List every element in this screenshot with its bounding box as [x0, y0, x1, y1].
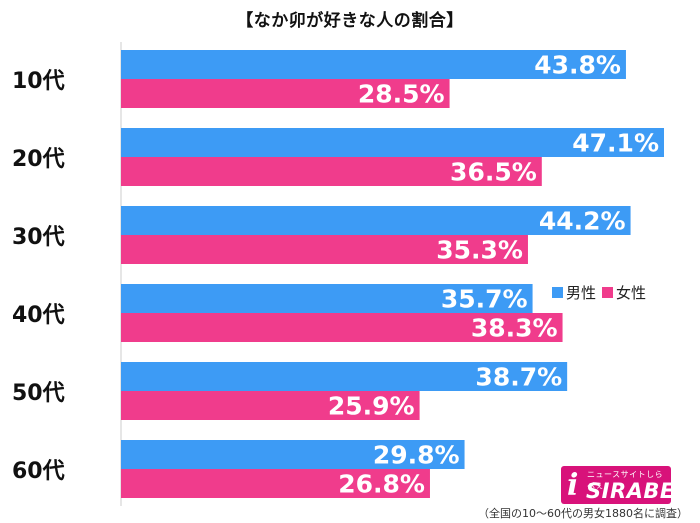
- category-label: 60代: [12, 459, 65, 484]
- bar-male: [121, 362, 568, 391]
- category-label: 50代: [12, 381, 65, 406]
- legend-swatch-male: [552, 287, 563, 298]
- bar-female: [121, 79, 450, 108]
- value-label-male: 44.2%: [539, 207, 626, 236]
- value-label-male: 47.1%: [572, 129, 659, 158]
- value-label-male: 38.7%: [475, 363, 562, 392]
- category-label: 40代: [12, 303, 65, 328]
- chart-title: 【なか卯が好きな人の割合】: [236, 11, 464, 31]
- survey-footnote: （全国の10〜60代の男女1880名に調査）: [478, 507, 688, 520]
- value-label-male: 43.8%: [534, 51, 621, 80]
- category-label: 10代: [12, 69, 65, 94]
- value-label-female: 25.9%: [328, 392, 415, 421]
- value-label-male: 35.7%: [441, 285, 528, 314]
- legend-label-female: 女性: [616, 284, 647, 302]
- bar-female: [121, 235, 528, 264]
- bar-female: [121, 157, 542, 186]
- bar-male: [121, 206, 631, 235]
- bar-male: [121, 440, 465, 469]
- category-label: 30代: [12, 225, 65, 250]
- legend: 男性 女性: [552, 282, 646, 303]
- bar-female: [121, 313, 563, 342]
- legend-item-female: 女性: [602, 282, 646, 303]
- value-label-female: 35.3%: [436, 236, 523, 265]
- bar-male: [121, 284, 533, 313]
- category-label: 20代: [12, 147, 65, 172]
- legend-swatch-female: [602, 287, 614, 298]
- value-label-female: 38.3%: [471, 314, 558, 343]
- legend-item-male: 男性: [552, 282, 596, 303]
- logo-i-mark: i: [567, 468, 579, 503]
- value-label-male: 29.8%: [373, 441, 460, 470]
- bar-male: [121, 50, 626, 79]
- legend-label-male: 男性: [566, 284, 597, 302]
- logo-name: SIRABEE: [586, 479, 690, 503]
- value-label-female: 36.5%: [450, 158, 537, 187]
- bar-male: [121, 128, 664, 157]
- logo-subtitle: ニュースサイトしらべぇ: [587, 470, 664, 490]
- value-label-female: 28.5%: [358, 80, 445, 109]
- sirabee-logo: i ニュースサイトしらべぇ SIRABEE: [561, 466, 689, 504]
- bar-female: [121, 469, 430, 498]
- value-label-female: 26.8%: [338, 470, 425, 499]
- bar-female: [121, 391, 420, 420]
